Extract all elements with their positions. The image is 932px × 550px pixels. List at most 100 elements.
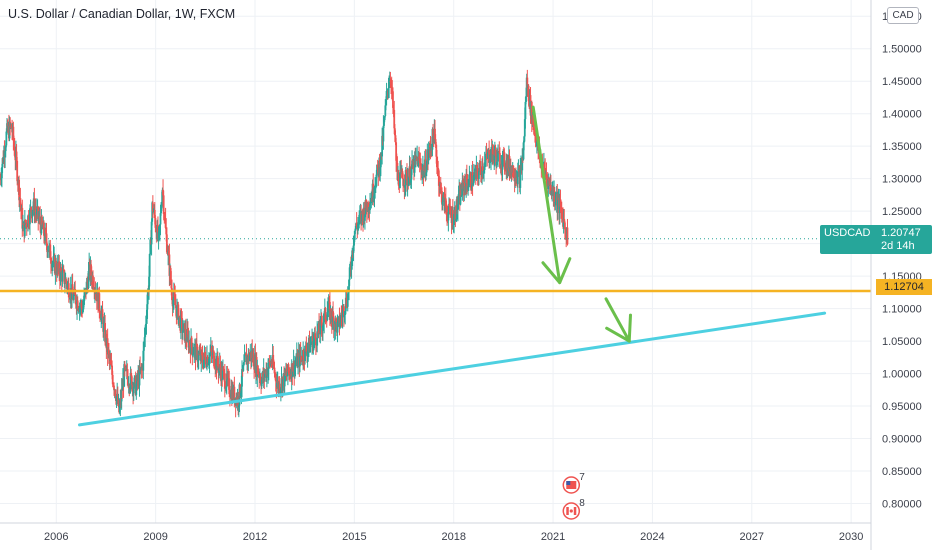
candle-body (489, 159, 492, 162)
candle-body (332, 311, 334, 317)
candle-body (146, 304, 149, 319)
candle-body (466, 182, 469, 190)
candle-body (409, 166, 412, 183)
candle-body (476, 166, 478, 169)
candle-body (492, 144, 494, 155)
candle-body (546, 178, 548, 180)
candle-body (374, 186, 377, 189)
candle-body (532, 114, 534, 126)
candle-body (396, 163, 399, 180)
candle-body (326, 312, 329, 321)
candle-body (190, 337, 193, 348)
candle-body (159, 213, 162, 225)
candle-body (499, 153, 501, 168)
candle-body (214, 368, 217, 369)
candle-body (299, 350, 302, 357)
candle-body (119, 397, 122, 406)
candle-body (514, 177, 517, 182)
candle-body (41, 216, 43, 225)
candle-body (26, 226, 29, 228)
candle-body (154, 218, 157, 228)
candle-body (450, 213, 452, 215)
candle-body (522, 142, 525, 160)
candle-body (341, 310, 344, 318)
x-tick-label: 2027 (740, 531, 764, 543)
candle-body (454, 209, 457, 221)
candle-body (502, 152, 505, 156)
candle-body (293, 365, 296, 375)
candle-body (532, 125, 535, 128)
currency-badge[interactable]: CAD (887, 7, 919, 24)
candle-body (557, 200, 559, 210)
y-tick-label: 1.05000 (882, 336, 922, 348)
candle-body (488, 161, 491, 163)
candle-body (392, 107, 395, 110)
candles (0, 69, 569, 418)
candle-body (379, 152, 382, 168)
candle-body (13, 146, 16, 156)
candle-body (55, 261, 57, 272)
candle-body (98, 293, 101, 312)
candle-body (343, 314, 346, 318)
candle-body (145, 318, 148, 324)
candle-body (116, 393, 119, 405)
candle-body (179, 314, 182, 331)
candle-body (37, 206, 40, 220)
candle-body (305, 345, 308, 352)
candle-body (58, 261, 61, 275)
candle-body (1, 167, 3, 179)
candle-body (227, 377, 229, 380)
candle-body (268, 360, 271, 363)
candle-body (483, 162, 486, 171)
candle-body (227, 377, 230, 379)
candle-body (501, 155, 504, 170)
candle-body (0, 178, 3, 180)
candle-body (50, 259, 52, 264)
candle-body (135, 383, 138, 395)
candle-body (129, 387, 131, 389)
candle-body (114, 389, 117, 397)
candle-body (225, 387, 227, 390)
candle-body (457, 194, 460, 205)
candle-body (375, 174, 378, 187)
candle-body (345, 297, 348, 306)
candle-body (449, 206, 452, 214)
candle-body (132, 387, 135, 394)
candle-body (315, 345, 318, 347)
candle-body (518, 169, 520, 172)
candle-body (431, 128, 434, 150)
candle-body (428, 145, 431, 154)
candle-body (478, 171, 480, 179)
candle-body (361, 211, 364, 215)
candle-body (173, 292, 176, 298)
candle-body (354, 228, 357, 231)
candle-body (547, 179, 550, 189)
candle-body (128, 385, 131, 389)
candle-body (534, 133, 537, 141)
candle-body (177, 304, 180, 324)
candle-body (350, 266, 353, 269)
candle-body (142, 350, 145, 371)
candle-body (498, 151, 501, 154)
candle-body (467, 186, 470, 190)
candle-body (304, 346, 306, 362)
candle-body (207, 362, 210, 365)
candle-body (267, 360, 270, 369)
candle-body (294, 364, 297, 366)
candle-body (481, 166, 484, 174)
event-marker: 7 (562, 472, 585, 494)
candle-body (526, 77, 529, 89)
candle-body (5, 131, 8, 146)
candle-body (83, 295, 85, 305)
candle-body (535, 142, 538, 147)
candle-body (360, 211, 363, 221)
candle-body (31, 210, 34, 217)
candle-body (318, 323, 320, 333)
candle-body (160, 208, 163, 214)
candle-body (108, 354, 111, 361)
candle-body (269, 361, 272, 366)
candle-body (160, 201, 163, 209)
candle-body (420, 163, 422, 170)
